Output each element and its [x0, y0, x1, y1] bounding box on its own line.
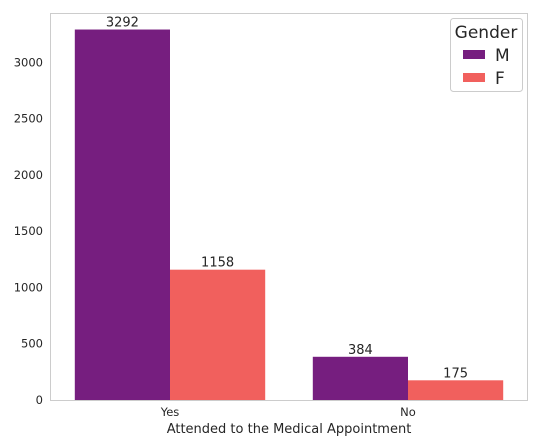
bar-f-yes [170, 269, 266, 400]
data-labels-layer: 3292 1158 384 175 [106, 16, 468, 382]
x-axis: Yes No [160, 405, 416, 419]
legend-label-f: F [495, 69, 505, 89]
y-tick-label-3000: 3000 [14, 55, 43, 69]
data-label-m-yes: 3292 [106, 16, 139, 31]
data-label-m-no: 384 [348, 343, 373, 358]
x-axis-label: Attended to the Medical Appointment [167, 422, 412, 437]
plot-frame [50, 13, 528, 401]
legend-swatch-m [463, 50, 485, 59]
bars-layer [74, 29, 504, 400]
y-tick-label-2000: 2000 [14, 168, 43, 182]
x-tick-label-yes: Yes [160, 405, 180, 419]
y-tick-label-0: 0 [36, 393, 43, 407]
y-tick-label-500: 500 [21, 337, 43, 351]
data-label-f-yes: 1158 [201, 256, 234, 271]
data-label-f-no: 175 [443, 366, 468, 381]
legend: Gender MF [450, 18, 523, 92]
bar-f-no [408, 380, 504, 400]
y-axis: 0 500 1000 1500 2000 2500 3000 [14, 55, 43, 407]
legend-label-m: M [495, 46, 510, 66]
legend-title: Gender [455, 23, 518, 43]
bar-m-yes [74, 29, 170, 400]
y-tick-label-2500: 2500 [14, 112, 43, 126]
y-tick-label-1000: 1000 [14, 280, 43, 294]
y-tick-label-1500: 1500 [14, 224, 43, 238]
legend-items: MF [463, 46, 510, 89]
legend-swatch-f [463, 73, 485, 82]
bar-m-no [312, 356, 408, 400]
x-tick-label-no: No [400, 405, 416, 419]
